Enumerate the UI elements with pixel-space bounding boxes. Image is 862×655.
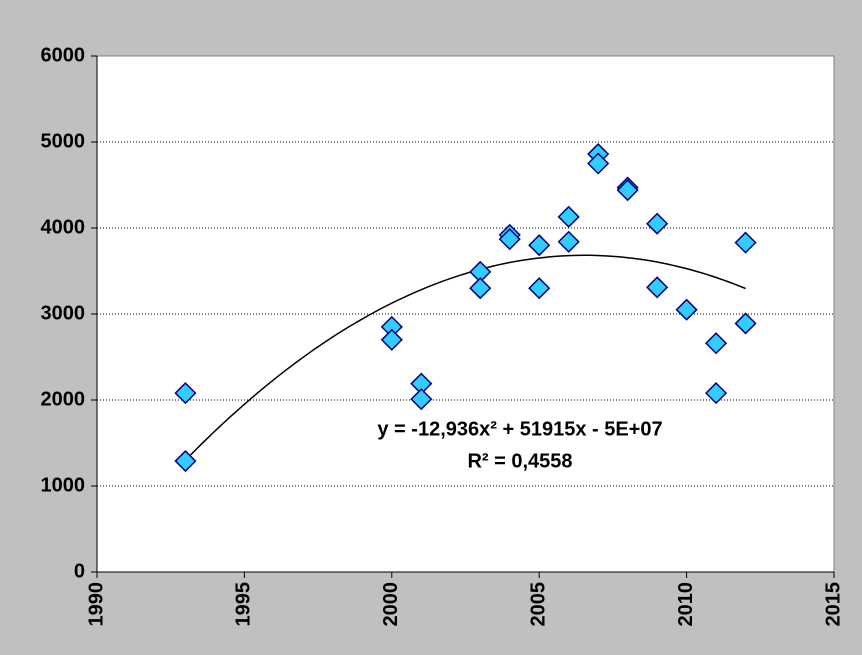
y-tick-label: 0 <box>74 560 85 582</box>
data-point <box>675 298 698 321</box>
x-tick-label: 1995 <box>233 582 255 627</box>
y-tick-label: 5000 <box>41 130 86 152</box>
y-tick-label: 6000 <box>41 44 86 66</box>
data-point <box>705 382 728 405</box>
data-point <box>174 382 197 405</box>
trend-equation: y = -12,936x² + 51915x - 5E+07 <box>377 418 662 440</box>
data-point <box>557 205 580 228</box>
data-point <box>498 228 521 251</box>
trendline <box>184 254 746 461</box>
data-point <box>734 312 757 335</box>
data-point <box>174 449 197 473</box>
data-point <box>646 212 669 235</box>
data-point <box>528 277 551 300</box>
x-tick-label: 2000 <box>380 582 402 627</box>
data-point <box>646 276 669 299</box>
x-tick-label: 1990 <box>85 582 107 627</box>
x-tick-label: 2005 <box>527 582 549 627</box>
x-tick-label: 2010 <box>675 582 697 627</box>
y-tick-label: 2000 <box>41 388 86 410</box>
y-tick-label: 3000 <box>41 302 86 324</box>
trend-r-squared: R² = 0,4558 <box>467 450 572 472</box>
data-point <box>587 152 610 175</box>
data-point <box>410 388 433 411</box>
y-tick-label: 4000 <box>41 216 86 238</box>
data-point <box>469 277 492 300</box>
data-point <box>705 332 728 355</box>
x-tick-label: 2015 <box>822 582 844 627</box>
data-point <box>557 230 580 253</box>
data-point <box>734 231 757 254</box>
data-point <box>528 234 551 257</box>
plot-area <box>96 55 835 573</box>
y-tick-label: 1000 <box>41 474 86 496</box>
data-point <box>616 179 639 202</box>
data-point <box>380 328 403 351</box>
